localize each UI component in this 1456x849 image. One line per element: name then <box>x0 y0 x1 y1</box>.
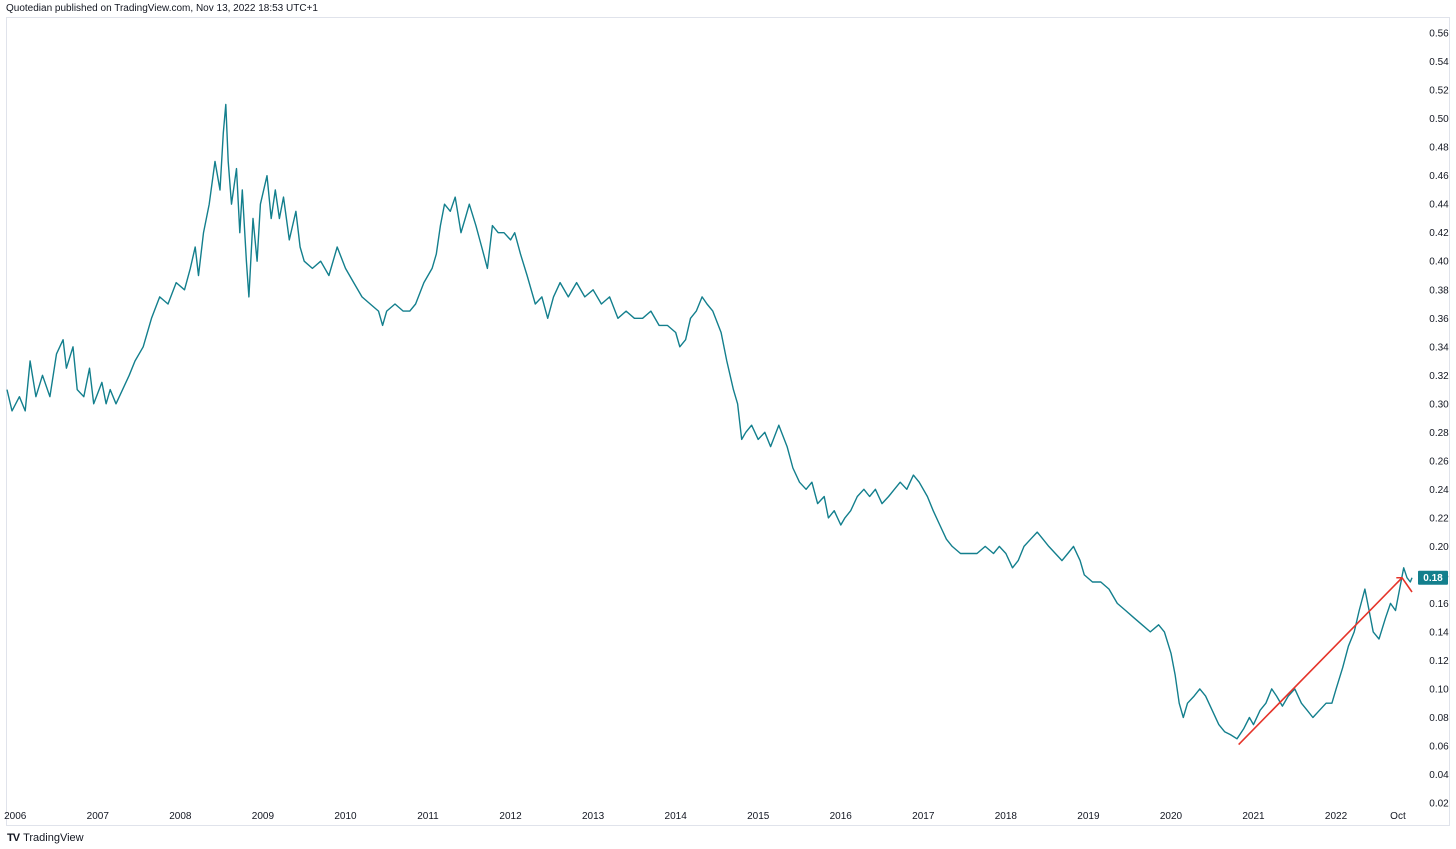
y-tick-label: 0.08 <box>1429 713 1449 724</box>
trendline <box>1238 577 1403 746</box>
x-tick-label: 2016 <box>830 811 853 822</box>
y-tick-label: 0.04 <box>1429 770 1449 781</box>
chart-frame <box>6 17 1450 826</box>
x-tick-label: 2015 <box>747 811 770 822</box>
y-tick-label: 0.22 <box>1429 513 1449 524</box>
x-tick-label: 2009 <box>252 811 275 822</box>
x-tick-label: 2012 <box>499 811 522 822</box>
last-value-label: 0.18 <box>1423 573 1443 584</box>
y-tick-label: 0.30 <box>1429 399 1449 410</box>
y-tick-label: 0.14 <box>1429 627 1449 638</box>
y-tick-label: 0.48 <box>1429 143 1449 154</box>
y-tick-label: 0.54 <box>1429 57 1449 68</box>
y-tick-label: 0.24 <box>1429 485 1449 496</box>
x-tick-label: 2022 <box>1325 811 1348 822</box>
x-tick-label: 2014 <box>665 811 688 822</box>
y-tick-label: 0.44 <box>1429 200 1449 211</box>
y-tick-label: 0.02 <box>1429 799 1449 810</box>
series-line <box>6 103 1413 740</box>
y-tick-label: 0.36 <box>1429 314 1449 325</box>
y-tick-label: 0.50 <box>1429 114 1449 125</box>
x-tick-label: 2019 <box>1077 811 1100 822</box>
y-tick-label: 0.38 <box>1429 285 1449 296</box>
y-tick-label: 0.42 <box>1429 228 1449 239</box>
last-value-badge <box>1418 570 1448 585</box>
y-tick-label: 0.06 <box>1429 741 1449 752</box>
x-tick-label: 2008 <box>169 811 192 822</box>
y-tick-label: 0.10 <box>1429 684 1449 695</box>
y-tick-label: 0.40 <box>1429 257 1449 268</box>
y-tick-label: 0.46 <box>1429 171 1449 182</box>
x-tick-label: Oct <box>1390 811 1406 822</box>
x-tick-label: 2021 <box>1242 811 1265 822</box>
y-tick-label: 0.56 <box>1429 29 1449 40</box>
x-tick-label: 2010 <box>334 811 357 822</box>
x-tick-label: 2020 <box>1160 811 1183 822</box>
publish-header: Quotedian published on TradingView.com, … <box>6 3 318 14</box>
y-tick-label: 0.26 <box>1429 456 1449 467</box>
x-tick-label: 2013 <box>582 811 605 822</box>
y-tick-label: 0.34 <box>1429 342 1449 353</box>
tradingview-logo-icon: TV <box>7 832 20 844</box>
y-tick-label: 0.32 <box>1429 371 1449 382</box>
y-tick-label: 0.12 <box>1429 656 1449 667</box>
y-tick-label: 0.52 <box>1429 86 1449 97</box>
x-tick-label: 2018 <box>995 811 1018 822</box>
x-tick-label: 2011 <box>417 811 439 822</box>
y-tick-label: 0.28 <box>1429 428 1449 439</box>
tradingview-footer[interactable]: TV TradingView <box>7 830 84 846</box>
x-tick-label: 2007 <box>87 811 110 822</box>
y-tick-label: 0.16 <box>1429 599 1449 610</box>
y-tick-label: 0.20 <box>1429 542 1449 553</box>
x-tick-label: 2017 <box>912 811 935 822</box>
x-tick-label: 2006 <box>4 811 27 822</box>
tradingview-label: TradingView <box>23 832 84 844</box>
trendline-arrowhead <box>1396 576 1413 593</box>
